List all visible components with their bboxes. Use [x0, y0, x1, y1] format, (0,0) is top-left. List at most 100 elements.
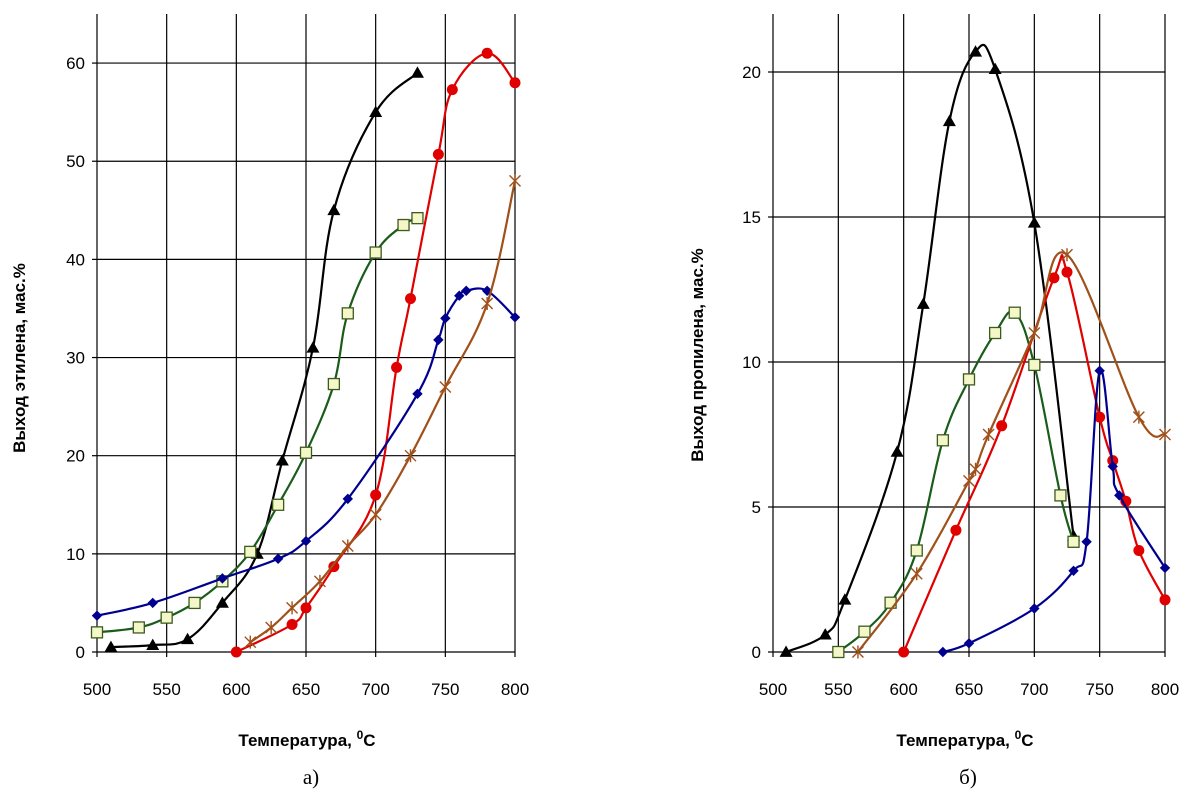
data-point-star-a [404, 449, 417, 463]
data-point-diamond-b [1094, 365, 1105, 376]
data-point-diamond-a [412, 388, 423, 400]
series-line-star-b [857, 251, 1166, 653]
data-point-circle-b [1061, 266, 1073, 278]
data-point-circle-b [1133, 545, 1145, 556]
y-tick-label-b: 15 [742, 208, 761, 227]
data-point-star-b [1061, 248, 1073, 262]
series-star-b [851, 248, 1171, 659]
series-diamond-a [91, 285, 521, 621]
data-point-circle-a [230, 646, 242, 658]
data-point-circle-b [950, 524, 962, 536]
data-point-star-a [341, 539, 354, 553]
data-point-diamond-a [440, 313, 451, 324]
data-point-star-a [369, 508, 382, 522]
data-point-triangle-b [890, 445, 904, 457]
data-point-diamond-b [963, 638, 975, 649]
data-point-diamond-a [342, 493, 353, 505]
data-point-triangle-a [306, 341, 320, 353]
data-point-star-b [982, 428, 995, 441]
data-point-square-a [132, 621, 145, 634]
data-point-circle-a [446, 84, 458, 96]
data-point-circle-b [1094, 411, 1106, 423]
data-point-circle-a [481, 47, 493, 59]
data-point-square-a [90, 626, 104, 639]
data-point-diamond-a [433, 334, 444, 346]
data-point-triangle-b [942, 114, 956, 127]
data-point-square-a [271, 498, 285, 511]
data-point-circle-b [1159, 594, 1171, 606]
data-point-square-b [988, 326, 1002, 340]
data-point-star-b [963, 474, 975, 488]
data-point-circle-b [898, 646, 910, 658]
y-axis-title-a: Выход этилена, мас.% [10, 263, 29, 453]
caption-a: а) [303, 765, 319, 789]
data-point-circle-a [370, 489, 382, 501]
series-square-b [832, 306, 1080, 659]
data-point-square-b [910, 544, 923, 557]
data-point-triangle-a [275, 454, 289, 466]
series-circle-b [898, 253, 1171, 658]
data-point-star-b [1028, 326, 1041, 340]
x-tick-label-b: 700 [1020, 680, 1048, 699]
series-triangle-b [779, 43, 1081, 657]
y-tick-label-a: 0 [76, 643, 85, 662]
data-point-square-a [299, 446, 313, 459]
data-point-diamond-b [1107, 461, 1118, 472]
caption-b: б) [959, 765, 977, 789]
y-tick-label-b: 10 [742, 353, 761, 372]
data-point-diamond-b [1159, 562, 1171, 574]
data-point-square-b [1008, 306, 1021, 319]
series-square-a [90, 212, 424, 639]
data-point-square-b [1067, 535, 1080, 548]
data-point-square-a [411, 212, 424, 225]
series-star-a [244, 174, 521, 649]
data-point-diamond-b [1114, 490, 1125, 501]
data-point-triangle-a [215, 596, 229, 608]
data-point-diamond-a [454, 290, 465, 301]
data-point-circle-a [509, 77, 521, 89]
data-point-star-b [910, 567, 923, 581]
data-point-star-b [1159, 428, 1171, 441]
x-tick-label-b: 750 [1085, 680, 1113, 699]
x-axis-title-a: Температура, 0C [238, 728, 375, 750]
chart-propylene-yield: 500 550 600 650 700 750 800 0 5 10 15 20 Температур… [688, 14, 1179, 789]
series-line-star-a [249, 180, 517, 644]
data-point-triangle-b [916, 297, 930, 309]
data-point-square-a [160, 611, 173, 624]
x-tick-label-a: 800 [501, 680, 529, 699]
x-axis-title-b: Температура, 0C [896, 728, 1033, 750]
y-axis-title-b: Выход пропилена, мас.% [688, 248, 707, 462]
data-point-square-a [327, 377, 341, 391]
y-tick-label-a: 60 [66, 54, 85, 73]
data-point-circle-a [405, 293, 416, 305]
data-point-triangle-b [969, 45, 983, 57]
data-point-triangle-b [988, 62, 1002, 74]
data-point-diamond-b [1029, 603, 1040, 614]
data-point-diamond-a [461, 285, 472, 296]
y-tick-label-a: 20 [66, 447, 85, 466]
data-point-square-a [341, 307, 354, 320]
data-point-star-a [481, 297, 494, 311]
y-tick-label-a: 30 [66, 349, 85, 368]
data-point-star-a [244, 635, 257, 649]
data-point-square-a [188, 596, 201, 610]
data-point-circle-a [432, 148, 444, 160]
x-tick-label-a: 700 [361, 680, 389, 699]
series-circle-a [230, 47, 521, 658]
data-point-square-a [397, 218, 410, 232]
x-tick-label-b: 500 [759, 680, 787, 699]
data-point-triangle-b [838, 593, 852, 605]
data-point-square-a [244, 545, 257, 559]
data-point-circle-a [391, 361, 403, 373]
x-tick-label-b: 600 [889, 680, 917, 699]
data-point-triangle-a [181, 632, 195, 645]
data-point-star-a [265, 620, 278, 634]
data-point-triangle-a [369, 105, 383, 118]
data-point-diamond-a [147, 597, 158, 609]
data-point-diamond-b [937, 646, 949, 658]
data-point-triangle-a [410, 66, 424, 78]
x-tick-label-a: 750 [431, 680, 459, 699]
data-point-diamond-b [1068, 565, 1079, 576]
data-point-triangle-b [1027, 216, 1041, 228]
x-tick-label-b: 650 [955, 680, 983, 699]
